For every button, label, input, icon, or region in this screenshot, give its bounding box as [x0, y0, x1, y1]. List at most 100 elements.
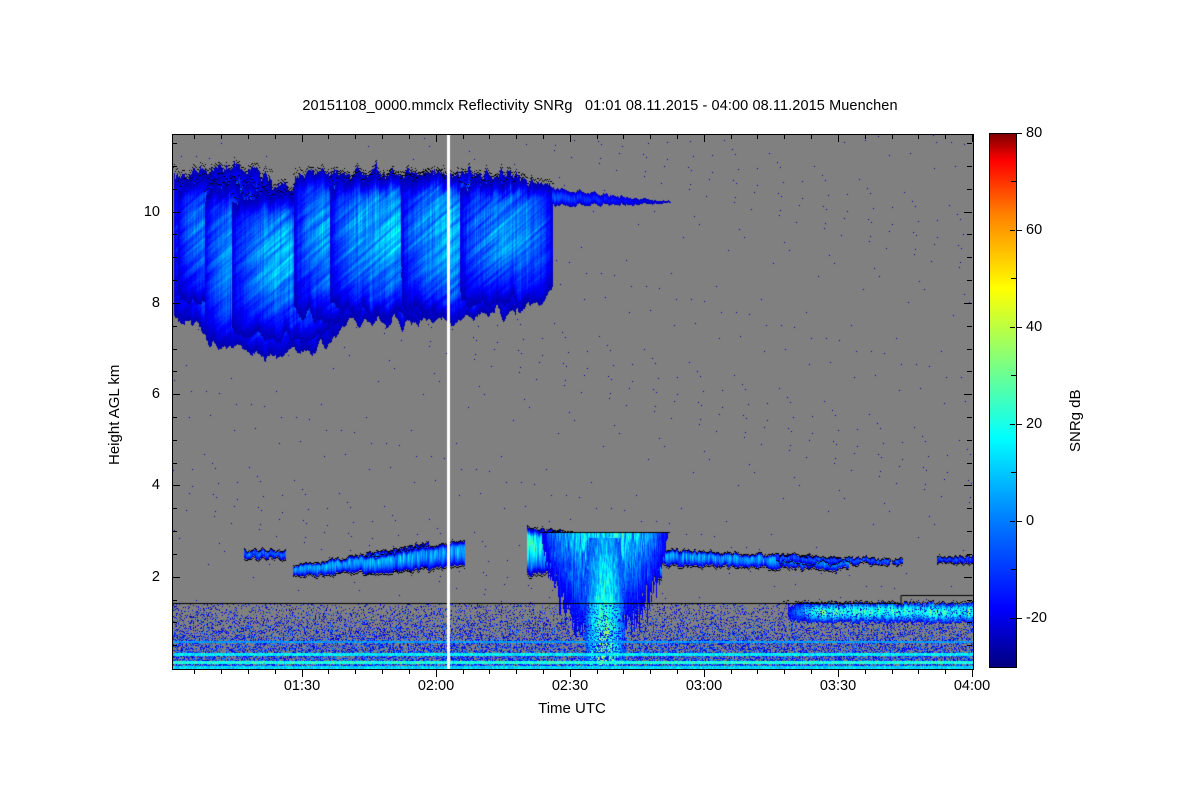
y-tick-minor: [172, 417, 177, 418]
x-tick-label: 02:00: [417, 678, 455, 694]
y-tick-minor: [172, 326, 177, 327]
colorbar-tick-minor: [1011, 181, 1016, 182]
x-tick-minor-top: [731, 134, 732, 139]
y-tick-label: 4: [151, 477, 160, 493]
y-tick-minor-right: [967, 554, 972, 555]
colorbar-tick-inner: [1010, 618, 1015, 619]
x-tick-minor-top: [945, 134, 946, 139]
x-tick-minor-top: [275, 134, 276, 139]
x-tick-minor: [516, 669, 517, 674]
colorbar-tick-minor: [1011, 375, 1016, 376]
reflectivity-heatmap-canvas: [173, 135, 973, 669]
colorbar-tick-inner: [1010, 327, 1015, 328]
x-tick-minor-top: [784, 134, 785, 139]
x-tick-minor: [194, 669, 195, 674]
x-tick-minor: [248, 669, 249, 674]
y-tick-minor-right: [967, 280, 972, 281]
y-tick-minor: [172, 440, 177, 441]
x-tick-minor: [355, 669, 356, 674]
y-tick-minor: [172, 645, 177, 646]
y-tick-minor: [172, 554, 177, 555]
x-tick-minor-top: [623, 134, 624, 139]
x-tick-minor-top: [355, 134, 356, 139]
y-tick-minor-right: [967, 645, 972, 646]
x-tick-minor-top: [221, 134, 222, 139]
y-tick-minor-right: [967, 349, 972, 350]
x-tick-major: [972, 669, 973, 677]
y-tick-minor: [172, 234, 177, 235]
y-tick-minor-right: [967, 234, 972, 235]
colorbar-tick-inner: [1010, 133, 1015, 134]
colorbar-tick-label: 20: [1026, 416, 1043, 432]
x-tick-minor: [677, 669, 678, 674]
colorbar-label: SNRg dB: [1067, 389, 1084, 452]
colorbar-tick-label: -20: [1026, 610, 1047, 626]
y-tick-minor: [172, 349, 177, 350]
x-tick-major: [302, 669, 303, 677]
x-tick-minor-top: [382, 134, 383, 139]
x-tick-major: [704, 669, 705, 677]
y-tick-label: 8: [151, 295, 160, 311]
x-tick-minor: [275, 669, 276, 674]
y-tick-minor: [172, 143, 177, 144]
y-tick-major: [172, 485, 180, 486]
colorbar-tick-label: 0: [1026, 513, 1035, 529]
x-tick-minor: [328, 669, 329, 674]
x-tick-label: 01:30: [283, 678, 321, 694]
colorbar-tick: [1016, 327, 1022, 328]
x-tick-minor-top: [865, 134, 866, 139]
y-tick-major-right: [964, 303, 972, 304]
y-tick-label: 2: [151, 569, 160, 585]
y-tick-minor: [172, 600, 177, 601]
x-tick-major: [436, 669, 437, 677]
y-tick-minor-right: [967, 508, 972, 509]
x-tick-minor: [382, 669, 383, 674]
x-tick-minor: [221, 669, 222, 674]
colorbar-tick-inner: [1010, 230, 1015, 231]
y-tick-minor: [172, 622, 177, 623]
x-tick-minor: [892, 669, 893, 674]
y-tick-major: [172, 303, 180, 304]
x-tick-minor-top: [892, 134, 893, 139]
y-tick-minor-right: [967, 257, 972, 258]
x-tick-minor-top: [597, 134, 598, 139]
x-tick-minor: [945, 669, 946, 674]
colorbar-tick-inner: [1010, 424, 1015, 425]
x-tick-major: [570, 669, 571, 677]
x-tick-minor: [409, 669, 410, 674]
x-tick-major-top: [838, 134, 839, 142]
y-tick-major-right: [964, 394, 972, 395]
colorbar-gradient: [989, 133, 1017, 668]
x-tick-label: 03:30: [819, 678, 857, 694]
x-tick-major-top: [570, 134, 571, 142]
colorbar-tick: [1016, 133, 1022, 134]
x-tick-minor-top: [918, 134, 919, 139]
y-tick-minor: [172, 371, 177, 372]
y-tick-major-right: [964, 485, 972, 486]
x-tick-minor: [489, 669, 490, 674]
x-tick-minor-top: [248, 134, 249, 139]
y-tick-minor: [172, 463, 177, 464]
colorbar-tick: [1016, 521, 1022, 522]
y-tick-minor: [172, 257, 177, 258]
y-tick-minor: [172, 508, 177, 509]
x-tick-minor-top: [489, 134, 490, 139]
radar-heatmap-plot: [172, 134, 974, 670]
y-tick-minor-right: [967, 326, 972, 327]
colorbar-tick-label: 80: [1026, 125, 1043, 141]
x-tick-minor: [731, 669, 732, 674]
y-tick-minor: [172, 189, 177, 190]
x-tick-minor: [623, 669, 624, 674]
x-tick-minor: [757, 669, 758, 674]
page-title: 20151108_0000.mmclx Reflectivity SNRg 01…: [302, 98, 898, 114]
colorbar-tick-label: 60: [1026, 222, 1043, 238]
x-tick-minor: [784, 669, 785, 674]
y-tick-minor: [172, 166, 177, 167]
y-tick-major: [172, 212, 180, 213]
y-tick-minor-right: [967, 600, 972, 601]
x-tick-minor-top: [194, 134, 195, 139]
colorbar-tick: [1016, 424, 1022, 425]
x-tick-minor: [650, 669, 651, 674]
colorbar-tick-label: 40: [1026, 319, 1043, 335]
